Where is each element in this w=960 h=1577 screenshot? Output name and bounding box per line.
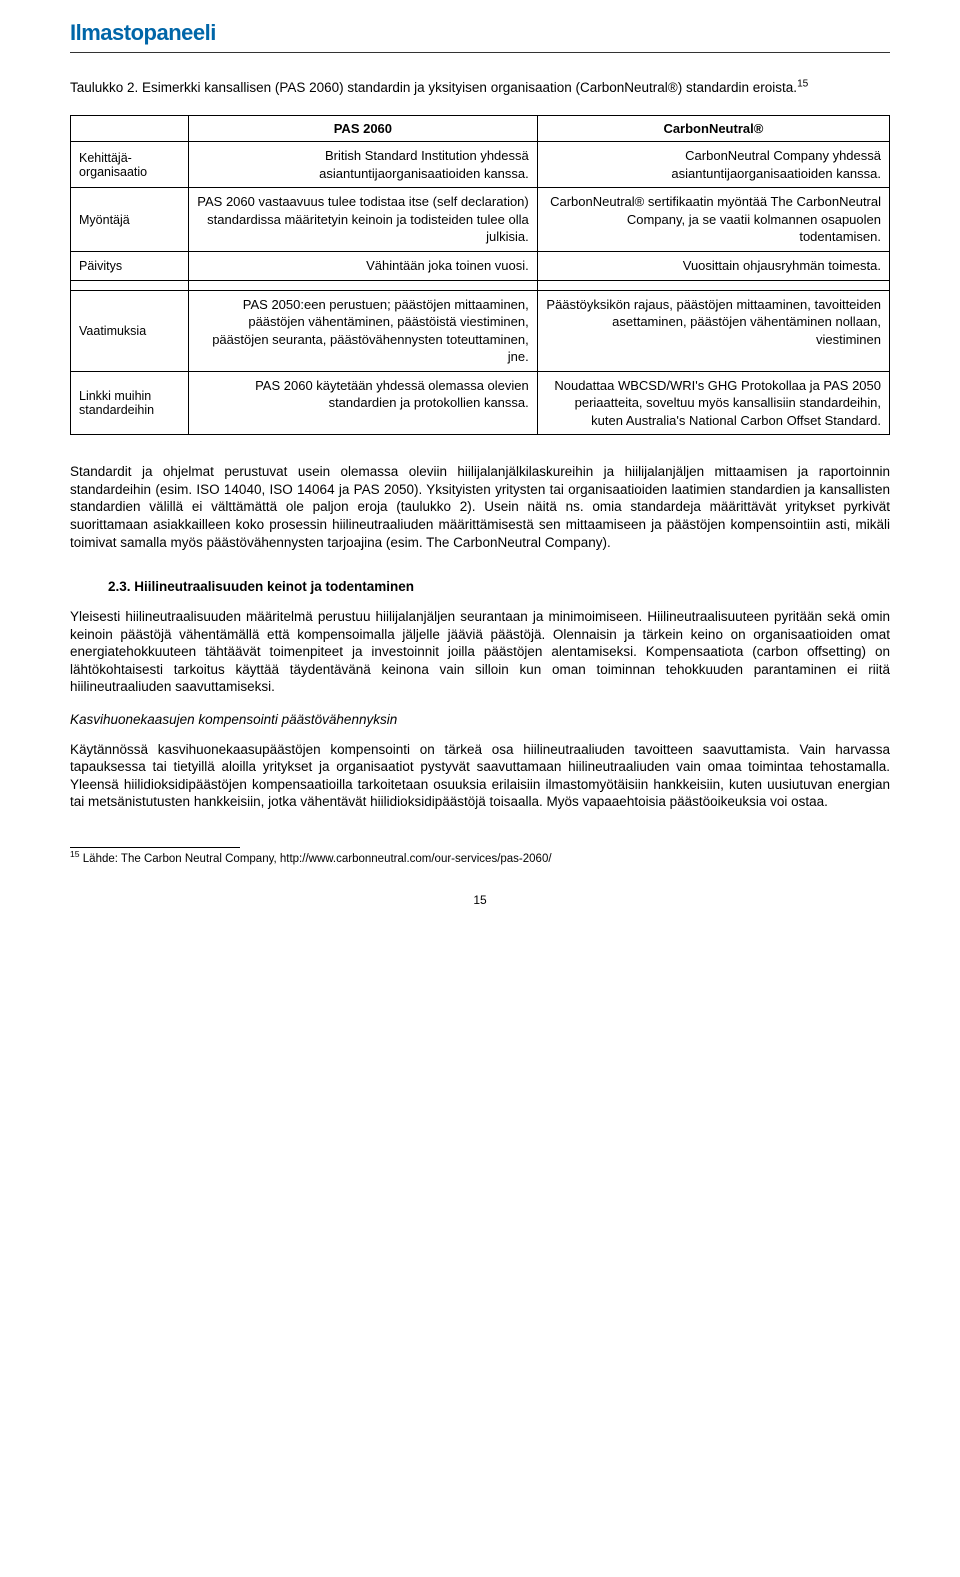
table-caption: Taulukko 2. Esimerkki kansallisen (PAS 2…: [70, 79, 890, 97]
table-header-carbonneutral: CarbonNeutral®: [537, 116, 889, 142]
cell-cn: Noudattaa WBCSD/WRI's GHG Protokollaa ja…: [537, 371, 889, 435]
caption-text: Taulukko 2. Esimerkki kansallisen (PAS 2…: [70, 80, 797, 95]
table-row: Päivitys Vähintään joka toinen vuosi. Vu…: [71, 251, 890, 280]
cell-pas: PAS 2060 käytetään yhdessä olemassa olev…: [189, 371, 538, 435]
cell-pas: Vähintään joka toinen vuosi.: [189, 251, 538, 280]
table-spacer-row: [71, 280, 890, 290]
footnote-separator: [70, 847, 240, 848]
cell-pas: British Standard Institution yhdessä asi…: [189, 142, 538, 188]
comparison-table: PAS 2060 CarbonNeutral® Kehittäjä-organi…: [70, 115, 890, 435]
section-paragraph-1: Yleisesti hiilineutraalisuuden määritelm…: [70, 608, 890, 696]
cell-cn: Päästöyksikön rajaus, päästöjen mittaami…: [537, 290, 889, 371]
cell-pas: PAS 2050:een perustuen; päästöjen mittaa…: [189, 290, 538, 371]
caption-footnote-ref: 15: [797, 79, 808, 90]
table-header-row: PAS 2060 CarbonNeutral®: [71, 116, 890, 142]
italic-subheading: Kasvihuonekaasujen kompensointi päästövä…: [70, 712, 890, 727]
row-label: Linkki muihin standardeihin: [71, 371, 189, 435]
table-row: Myöntäjä PAS 2060 vastaavuus tulee todis…: [71, 188, 890, 252]
footnote-15: 15 Lähde: The Carbon Neutral Company, ht…: [70, 852, 890, 867]
section-heading-2-3: 2.3. Hiilineutraalisuuden keinot ja tode…: [70, 579, 890, 594]
table-row: Kehittäjä-organisaatio British Standard …: [71, 142, 890, 188]
cell-pas: PAS 2060 vastaavuus tulee todistaa itse …: [189, 188, 538, 252]
table-header-pas2060: PAS 2060: [189, 116, 538, 142]
row-label: Kehittäjä-organisaatio: [71, 142, 189, 188]
cell-cn: Vuosittain ohjausryhmän toimesta.: [537, 251, 889, 280]
page-number: 15: [70, 893, 890, 907]
logo-wrap: Ilmastopaneeli: [70, 20, 890, 52]
footnote-text: Lähde: The Carbon Neutral Company, http:…: [80, 853, 552, 865]
table-row: Linkki muihin standardeihin PAS 2060 käy…: [71, 371, 890, 435]
row-label: Myöntäjä: [71, 188, 189, 252]
row-label: Vaatimuksia: [71, 290, 189, 371]
table-header-blank: [71, 116, 189, 142]
section-paragraph-2: Käytännössä kasvihuonekaasupäästöjen kom…: [70, 741, 890, 811]
paragraph-after-table: Standardit ja ohjelmat perustuvat usein …: [70, 463, 890, 551]
logo-text: Ilmastopaneeli: [70, 20, 216, 45]
page-container: Ilmastopaneeli Taulukko 2. Esimerkki kan…: [0, 0, 960, 937]
cell-cn: CarbonNeutral Company yhdessä asiantunti…: [537, 142, 889, 188]
header-rule: [70, 52, 890, 53]
row-label: Päivitys: [71, 251, 189, 280]
table-row: Vaatimuksia PAS 2050:een perustuen; pääs…: [71, 290, 890, 371]
footnote-number: 15: [70, 849, 80, 859]
cell-cn: CarbonNeutral® sertifikaatin myöntää The…: [537, 188, 889, 252]
